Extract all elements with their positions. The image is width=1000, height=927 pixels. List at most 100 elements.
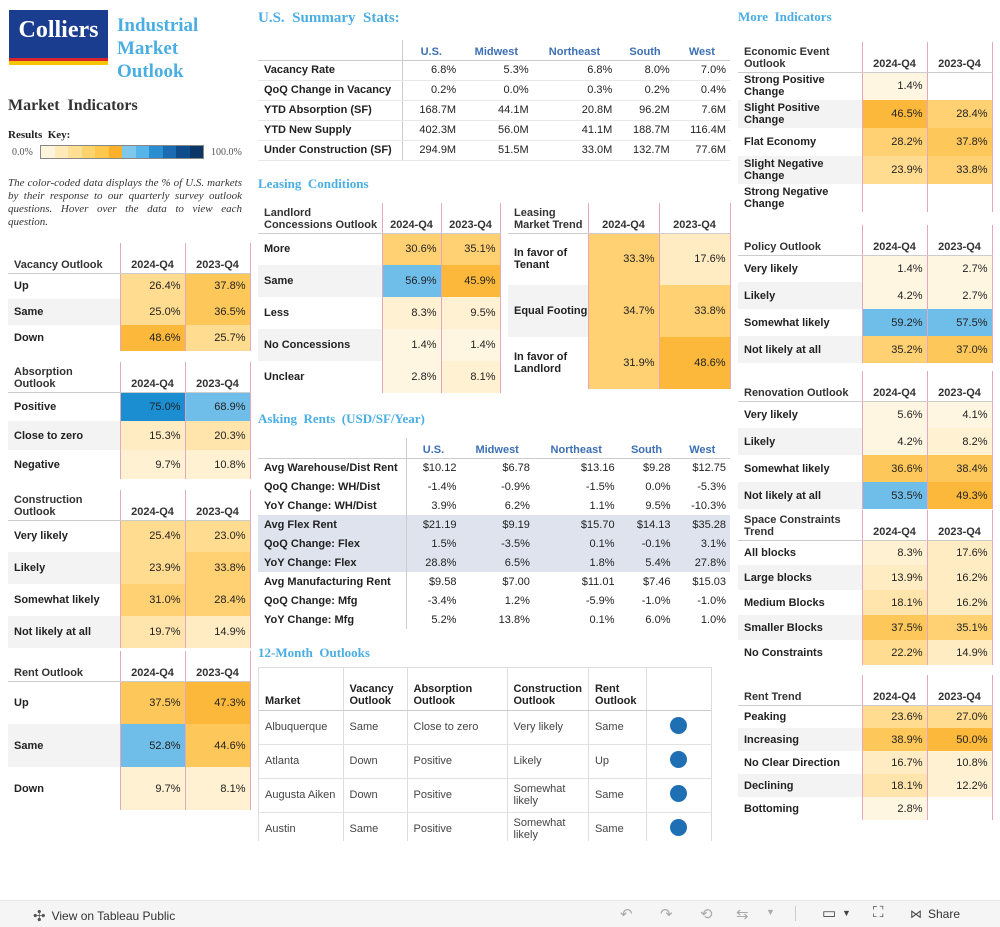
value-2023-q4[interactable]: 37.8% [184,273,251,299]
value-2023-q4[interactable]: 49.3% [926,482,993,509]
value-2024-q4[interactable] [861,184,927,212]
rent-value[interactable]: -1.4% [405,477,461,496]
rent-value[interactable]: $9.28 [642,461,671,474]
value-2024-q4[interactable]: 8.3% [381,297,441,329]
rent-value[interactable]: $14.13 [636,518,671,531]
summary-value[interactable]: 402.3M [401,120,461,141]
summary-value[interactable]: 132.7M [616,140,674,161]
rent-value[interactable]: -3.5% [501,537,530,550]
value-2024-q4[interactable]: 16.7% [861,751,927,774]
value-2024-q4[interactable]: 1.4% [861,255,927,282]
value-2024-q4[interactable]: 31.0% [119,584,185,616]
value-2023-q4[interactable]: 8.1% [184,767,251,810]
rent-value[interactable]: -10.3% [691,499,726,512]
value-2024-q4[interactable]: 2.8% [861,797,927,820]
value-2024-q4[interactable]: 25.0% [119,299,185,325]
summary-value[interactable]: 77.6M [673,140,730,161]
value-2023-q4[interactable]: 25.7% [184,325,251,351]
value-2024-q4[interactable]: 35.2% [861,336,927,363]
value-2024-q4[interactable]: 23.9% [861,156,927,184]
rent-value[interactable]: $15.03 [692,575,726,588]
table-row[interactable]: Atlanta Down Positive Likely Up [259,744,711,779]
download-dropdown-icon[interactable]: ▼ [842,908,851,918]
table-row[interactable]: Austin Same Positive Somewhat likely Same [259,812,711,841]
market-dot-icon[interactable] [670,819,688,836]
rent-value[interactable]: 5.4% [645,556,671,569]
value-2023-q4[interactable]: 2.7% [926,255,993,282]
value-2024-q4[interactable]: 8.3% [861,540,927,565]
value-2024-q4[interactable]: 36.6% [861,455,927,482]
rent-value[interactable]: 5.2% [405,610,461,629]
undo-icon[interactable]: ↶ [620,906,633,923]
value-2023-q4[interactable]: 14.9% [926,640,993,665]
rent-value[interactable]: $13.16 [580,461,615,474]
value-2024-q4[interactable]: 23.6% [861,705,927,728]
value-2023-q4[interactable]: 38.4% [926,455,993,482]
value-2024-q4[interactable]: 2.8% [381,361,441,393]
view-on-tableau-link[interactable]: ✣ View on Tableau Public [33,907,175,925]
value-2024-q4[interactable]: 4.2% [861,428,927,455]
value-2023-q4[interactable]: 2.7% [926,282,993,309]
value-2024-q4[interactable]: 56.9% [381,265,441,297]
value-2023-q4[interactable]: 23.0% [184,520,251,552]
summary-value[interactable]: 0.2% [401,80,461,101]
value-2023-q4[interactable]: 47.3% [184,681,251,724]
value-2024-q4[interactable]: 37.5% [119,681,185,724]
value-2023-q4[interactable]: 50.0% [926,728,993,751]
value-2024-q4[interactable]: 23.9% [119,552,185,584]
rent-value[interactable]: 6.2% [504,499,530,512]
redo-icon[interactable]: ↷ [660,906,673,923]
rent-value[interactable]: 0.1% [589,537,615,550]
rent-value[interactable]: -1.0% [697,594,726,607]
value-2023-q4[interactable]: 36.5% [184,299,251,325]
rent-value[interactable]: 1.5% [405,534,461,553]
value-2023-q4[interactable]: 8.1% [440,361,501,393]
summary-value[interactable]: 33.0M [532,140,617,161]
rent-value[interactable]: $15.70 [580,518,615,531]
value-2023-q4[interactable]: 35.1% [926,615,993,640]
rent-value[interactable]: -0.9% [501,480,530,493]
market-dot-icon[interactable] [670,751,688,768]
value-2023-q4[interactable]: 27.0% [926,705,993,728]
summary-value[interactable]: 41.1M [532,120,617,141]
rent-value[interactable]: 0.1% [589,613,615,626]
value-2023-q4[interactable]: 10.8% [184,450,251,479]
summary-value[interactable]: 294.9M [401,140,461,161]
value-2024-q4[interactable]: 33.3% [587,233,659,285]
share-button[interactable]: ⋈ Share [910,907,960,921]
rent-value[interactable]: $11.01 [581,575,615,588]
value-2024-q4[interactable]: 38.9% [861,728,927,751]
rent-value[interactable]: 3.1% [700,537,726,550]
value-2023-q4[interactable]: 4.1% [926,401,993,428]
rent-value[interactable]: 3.9% [405,496,461,515]
summary-value[interactable]: 6.8% [532,60,617,81]
value-2024-q4[interactable]: 25.4% [119,520,185,552]
value-2024-q4[interactable]: 46.5% [861,100,927,128]
value-2023-q4[interactable]: 9.5% [440,297,501,329]
value-2023-q4[interactable]: 17.6% [658,233,731,285]
rent-value[interactable]: -0.1% [641,537,671,550]
value-2023-q4[interactable]: 68.9% [184,392,251,421]
value-2024-q4[interactable]: 4.2% [861,282,927,309]
value-2023-q4[interactable]: 44.6% [184,724,251,767]
rent-value[interactable]: -5.9% [585,594,615,607]
value-2023-q4[interactable]: 14.9% [184,616,251,648]
value-2024-q4[interactable]: 48.6% [119,325,185,351]
rent-value[interactable]: 0.0% [645,480,671,493]
value-2023-q4[interactable]: 48.6% [658,337,731,389]
rent-value[interactable]: 1.1% [589,499,615,512]
value-2023-q4[interactable]: 16.2% [926,590,993,615]
value-2023-q4[interactable]: 33.8% [658,285,731,337]
rent-value[interactable]: $9.19 [502,518,530,531]
rent-value[interactable]: 27.8% [694,556,726,569]
value-2024-q4[interactable]: 1.4% [861,72,927,100]
refresh-icon[interactable]: ⇆ [736,906,749,923]
summary-value[interactable]: 56.0M [460,120,533,141]
value-2023-q4[interactable]: 10.8% [926,751,993,774]
rent-value[interactable]: $21.19 [405,515,461,534]
colliers-logo[interactable]: Colliers [9,10,108,65]
market-dot-icon[interactable] [670,717,688,734]
summary-value[interactable]: 168.7M [401,100,461,121]
value-2024-q4[interactable]: 15.3% [119,421,185,450]
value-2024-q4[interactable]: 13.9% [861,565,927,590]
